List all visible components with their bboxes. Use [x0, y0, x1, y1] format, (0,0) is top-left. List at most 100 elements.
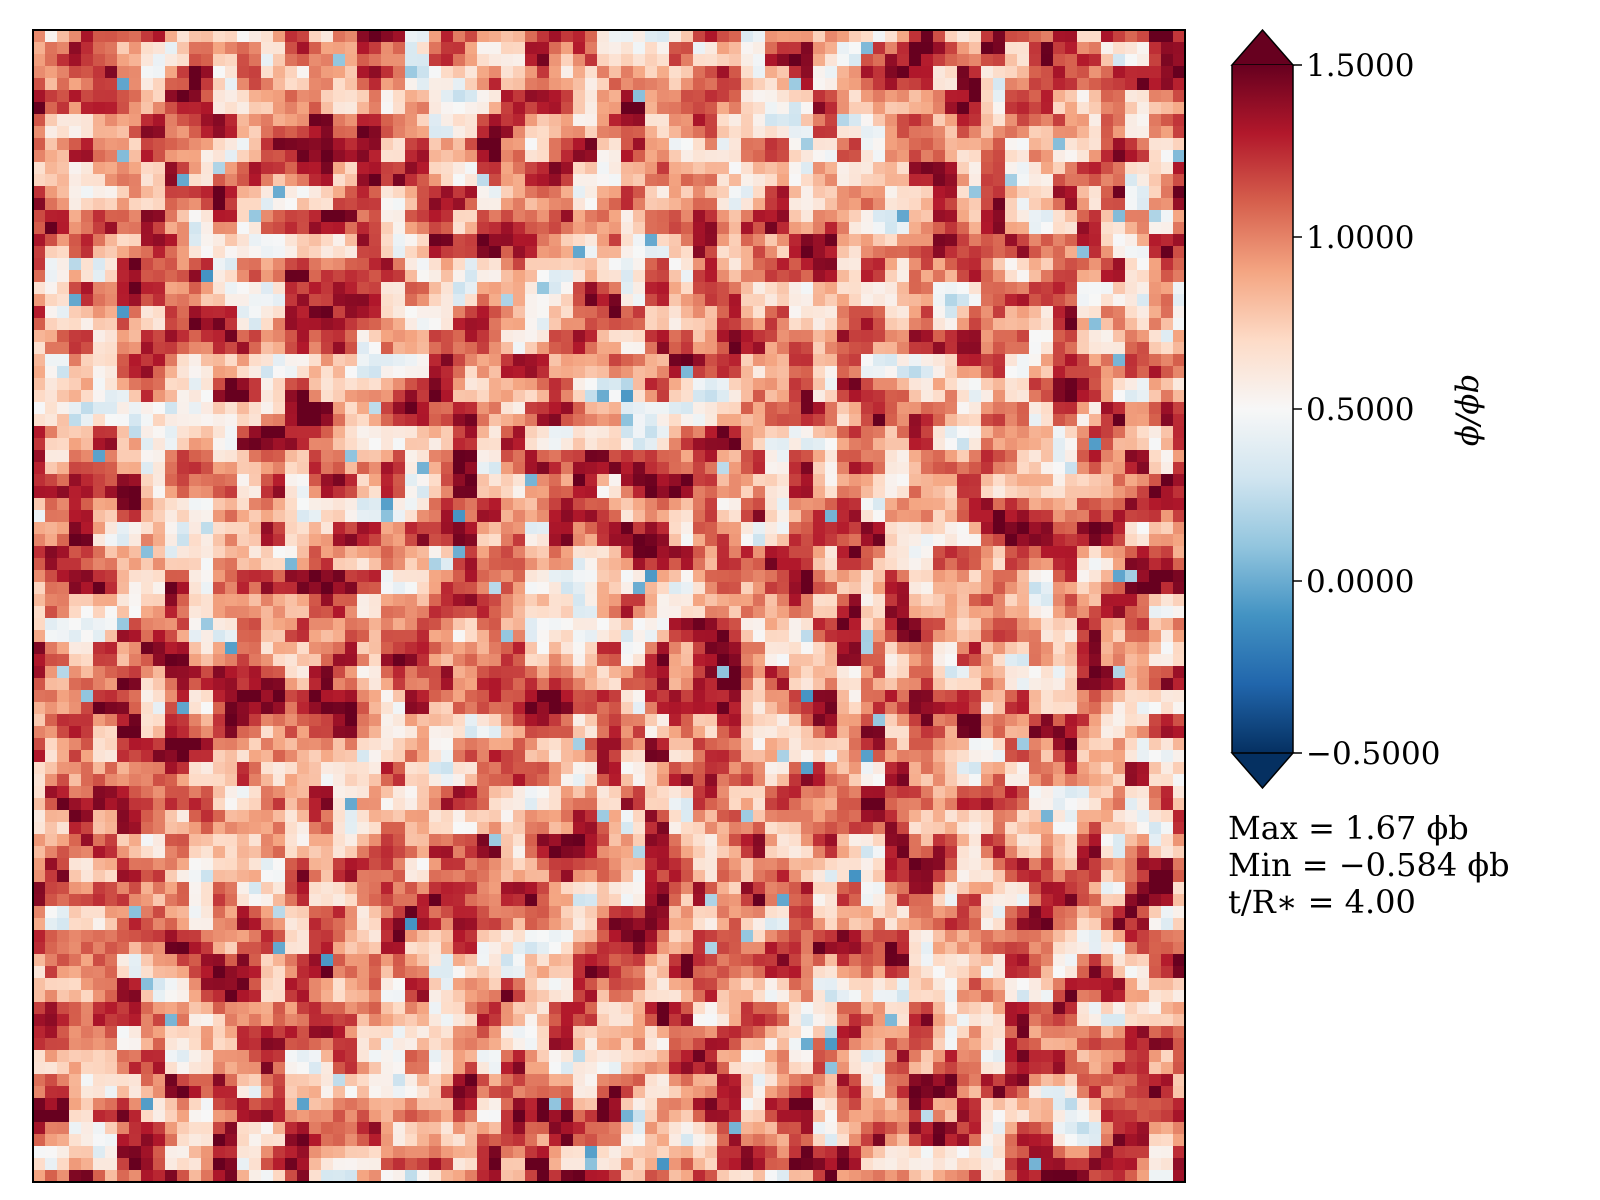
heatmap-cell: [1029, 282, 1042, 295]
heatmap-cell: [513, 66, 526, 79]
heatmap-cell: [789, 246, 802, 259]
heatmap-cell: [597, 402, 610, 415]
heatmap-cell: [501, 354, 514, 367]
heatmap-cell: [609, 30, 622, 43]
heatmap-cell: [657, 270, 670, 283]
heatmap-cell: [261, 174, 274, 187]
heatmap-cell: [909, 378, 922, 391]
heatmap-cell: [105, 570, 118, 583]
heatmap-cell: [453, 558, 466, 571]
heatmap-cell: [549, 294, 562, 307]
heatmap-cell: [381, 318, 394, 331]
heatmap-cell: [1029, 210, 1042, 223]
heatmap-cell: [585, 486, 598, 499]
heatmap-cell: [237, 258, 250, 271]
heatmap-cell: [1125, 294, 1138, 307]
heatmap-cell: [909, 546, 922, 559]
heatmap-cell: [1005, 474, 1018, 487]
heatmap-cell: [981, 642, 994, 655]
heatmap-cell: [117, 174, 130, 187]
heatmap-cell: [225, 126, 238, 139]
heatmap-cell: [825, 546, 838, 559]
heatmap-cell: [705, 246, 718, 259]
heatmap-cell: [873, 354, 886, 367]
heatmap-cell: [261, 534, 274, 547]
heatmap-cell: [897, 234, 910, 247]
heatmap-cell: [849, 426, 862, 439]
heatmap-cell: [1017, 102, 1030, 115]
heatmap-cell: [801, 630, 814, 643]
heatmap-cell: [381, 246, 394, 259]
heatmap-cell: [969, 546, 982, 559]
heatmap-cell: [549, 570, 562, 583]
heatmap-cell: [129, 150, 142, 163]
heatmap-cell: [33, 378, 46, 391]
heatmap-cell: [1125, 522, 1138, 535]
heatmap-cell: [861, 318, 874, 331]
heatmap-cell: [285, 54, 298, 67]
heatmap-cell: [825, 258, 838, 271]
heatmap-cell: [297, 546, 310, 559]
heatmap-cell: [1089, 294, 1102, 307]
heatmap-cell: [717, 234, 730, 247]
heatmap-cell: [537, 42, 550, 55]
heatmap-cell: [165, 186, 178, 199]
heatmap-cell: [681, 306, 694, 319]
heatmap-cell: [921, 30, 934, 43]
heatmap-cell: [1161, 510, 1174, 523]
heatmap-cell: [33, 462, 46, 475]
heatmap-cell: [57, 282, 70, 295]
heatmap-cell: [1053, 102, 1066, 115]
heatmap-cell: [1089, 378, 1102, 391]
heatmap-cell: [417, 138, 430, 151]
heatmap-cell: [525, 378, 538, 391]
heatmap-cell: [69, 162, 82, 175]
heatmap-cell: [897, 510, 910, 523]
heatmap-cell: [1137, 366, 1150, 379]
heatmap-cell: [1029, 342, 1042, 355]
heatmap-cell: [825, 210, 838, 223]
heatmap-cell: [573, 534, 586, 547]
heatmap-cell: [801, 270, 814, 283]
heatmap-cell: [1017, 306, 1030, 319]
heatmap-cell: [837, 402, 850, 415]
heatmap-cell: [849, 138, 862, 151]
heatmap-cell: [105, 510, 118, 523]
heatmap-cell: [753, 378, 766, 391]
heatmap-cell: [405, 522, 418, 535]
heatmap-cell: [585, 606, 598, 619]
heatmap-cell: [429, 78, 442, 91]
heatmap-cell: [225, 390, 238, 403]
heatmap-cell: [837, 54, 850, 67]
heatmap-cell: [189, 378, 202, 391]
heatmap-cell: [1161, 618, 1174, 631]
heatmap-cell: [993, 486, 1006, 499]
heatmap-cell: [693, 534, 706, 547]
heatmap-cell: [573, 138, 586, 151]
heatmap-cell: [489, 438, 502, 451]
heatmap-cell: [57, 654, 70, 667]
heatmap-cell: [381, 414, 394, 427]
heatmap-cell: [477, 138, 490, 151]
heatmap-cell: [573, 570, 586, 583]
heatmap-cell: [957, 30, 970, 43]
heatmap-cell: [693, 606, 706, 619]
heatmap-cell: [429, 474, 442, 487]
heatmap-cell: [225, 486, 238, 499]
heatmap-cell: [537, 474, 550, 487]
heatmap-cell: [501, 510, 514, 523]
heatmap-cell: [837, 114, 850, 127]
heatmap-cell: [765, 330, 778, 343]
heatmap-cell: [1137, 486, 1150, 499]
heatmap-cell: [645, 198, 658, 211]
heatmap-cell: [273, 618, 286, 631]
heatmap-cell: [813, 90, 826, 103]
heatmap-cell: [465, 198, 478, 211]
heatmap-cell: [753, 534, 766, 547]
heatmap-cell: [981, 198, 994, 211]
heatmap-cell: [945, 150, 958, 163]
heatmap-cell: [909, 162, 922, 175]
heatmap-cell: [1065, 642, 1078, 655]
heatmap-cell: [981, 294, 994, 307]
heatmap-cell: [789, 438, 802, 451]
